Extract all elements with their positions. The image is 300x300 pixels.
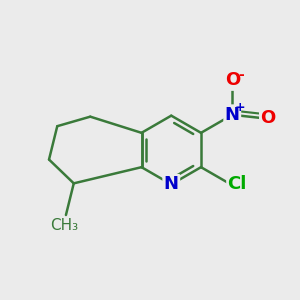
Text: N: N (225, 106, 240, 124)
Text: +: + (234, 101, 245, 114)
Text: CH₃: CH₃ (50, 218, 78, 233)
Text: N: N (164, 176, 179, 194)
Text: -: - (238, 68, 244, 82)
Text: Cl: Cl (228, 176, 247, 194)
Text: O: O (225, 71, 240, 89)
Text: O: O (260, 109, 276, 127)
